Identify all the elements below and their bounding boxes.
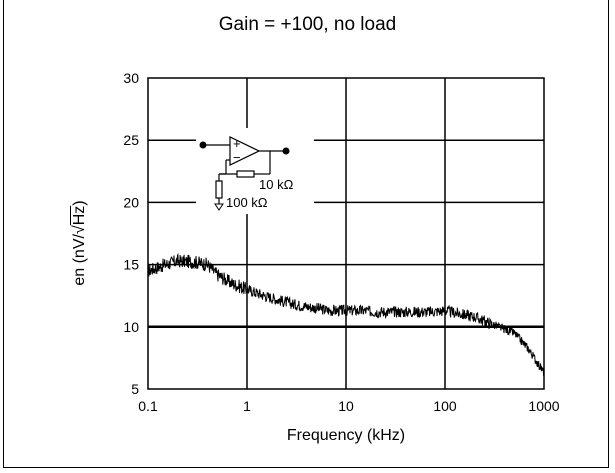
opamp-triangle [229,136,261,166]
series-line [147,252,545,377]
inset-output-node [282,147,290,155]
inset-background [196,128,314,214]
opamp-minus-sign: − [233,150,241,165]
y-tick-label: 15 [123,257,139,273]
inset-input-node [199,141,207,149]
opamp-plus-sign: + [233,136,241,151]
feedback-resistor-label: 10 kΩ [259,177,294,192]
y-tick-label: 10 [123,319,139,335]
x-tick-label: 1000 [528,398,559,414]
x-tick-label: 100 [433,398,457,414]
y-tick-label: 30 [123,70,139,86]
y-tick-label: 20 [123,194,139,210]
series-layer [147,252,545,377]
x-axis-label: Frequency (kHz) [286,427,406,444]
ground-resistor [215,180,223,199]
y-tick-label: 5 [131,381,139,397]
chart-title: Gain = +100, no load [218,14,397,35]
ground-resistor-label: 100 kΩ [226,195,268,210]
x-tick-label: 0.1 [138,398,158,414]
y-tick-label: 25 [123,132,139,148]
feedback-resistor [236,170,255,178]
figure-frame [3,0,609,468]
grid-lines [147,77,545,390]
tick-labels: 0.1 1 10 100 1000 5 10 15 20 25 30 [123,70,559,414]
opamp-inset-schematic: + − 10 kΩ 100 kΩ [196,128,314,214]
x-tick-label: 10 [338,398,354,414]
ground-symbol [214,203,224,211]
x-tick-label: 1 [243,398,251,414]
